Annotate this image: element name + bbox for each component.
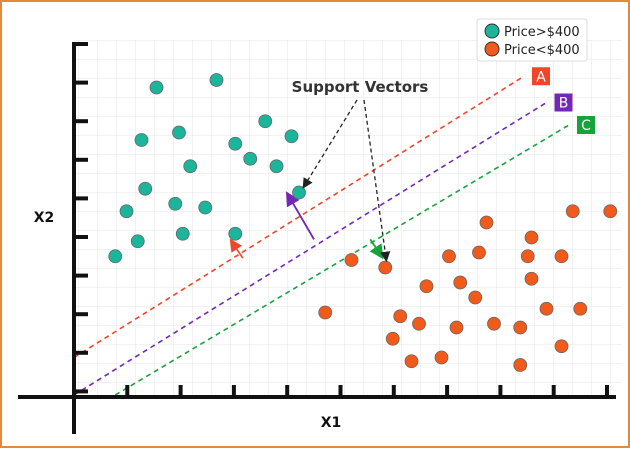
point-low-price (539, 301, 554, 316)
point-high-price (138, 181, 153, 196)
point-high-price (149, 80, 164, 95)
point-low-price (385, 331, 400, 346)
point-low-price (479, 215, 494, 230)
hyperplane-a (73, 75, 525, 359)
point-high-price (258, 114, 273, 129)
legend-marker-high-price (484, 23, 500, 39)
legend-label-low-price: Price<$400 (504, 43, 580, 58)
point-high-price (168, 196, 183, 211)
point-low-price (449, 320, 464, 335)
margin-arrow-b (285, 191, 315, 240)
point-high-price (119, 204, 134, 219)
hyperplanes: ABC (73, 67, 595, 396)
axes (18, 42, 616, 434)
margin-arrow-c (369, 238, 384, 260)
point-low-price (472, 245, 486, 260)
point-high-price (198, 200, 213, 215)
annotation-arrows (302, 99, 391, 263)
point-high-price (269, 159, 284, 174)
legend-marker-low-price (484, 41, 500, 57)
point-low-price (344, 253, 359, 267)
point-low-price (513, 358, 528, 372)
support-vectors-annotation: Support Vectors (292, 78, 429, 96)
legend: Price>$400 Price<$400 (476, 18, 588, 62)
point-low-price (554, 339, 569, 354)
point-low-price (603, 204, 618, 219)
hyperplane-label-box-b (554, 93, 573, 112)
hyperplane-label-a: A (536, 69, 546, 85)
point-high-price (228, 226, 243, 241)
point-low-price (434, 350, 449, 365)
point-low-price (318, 305, 333, 320)
point-low-price (513, 320, 528, 335)
hyperplane-label-box-a (532, 67, 550, 86)
point-low-price (524, 230, 539, 245)
point-low-price (565, 204, 580, 219)
legend-label-high-price: Price>$400 (504, 25, 580, 40)
point-high-price (228, 136, 243, 151)
point-high-price (243, 151, 258, 166)
legend-box (476, 18, 588, 62)
point-low-price (412, 316, 426, 331)
point-low-price (453, 275, 468, 290)
point-low-price (393, 309, 408, 324)
axis-ticks (74, 42, 609, 397)
x-axis-label: X1 (321, 415, 342, 431)
annotation-arrow-1 (302, 99, 358, 189)
point-high-price (183, 159, 198, 174)
point-low-price (468, 290, 483, 305)
annotation-arrow-2 (363, 99, 391, 263)
margin-arrow-a (229, 238, 244, 259)
point-high-price (209, 73, 224, 87)
point-low-price (554, 249, 569, 264)
y-axis-label: X2 (34, 210, 55, 226)
hyperplane-label-box-c (577, 116, 595, 134)
plot-grid (74, 40, 622, 397)
point-high-price (108, 249, 123, 264)
point-high-price (130, 234, 145, 249)
point-high-price (284, 129, 299, 144)
point-low-price (404, 354, 419, 369)
hyperplane-label-b: B (559, 96, 569, 112)
point-low-price (573, 301, 588, 316)
point-high-price (292, 185, 306, 200)
point-high-price (134, 133, 149, 147)
point-low-price (520, 249, 535, 264)
point-low-price (419, 279, 434, 294)
point-low-price (442, 249, 456, 264)
data-points (108, 73, 618, 372)
point-low-price (487, 316, 501, 331)
hyperplane-label-c: C (581, 118, 591, 134)
hyperplane-c (114, 124, 570, 396)
hyperplane-b (73, 101, 547, 396)
point-high-price (175, 226, 190, 241)
point-low-price (524, 271, 539, 286)
margin-arrows (229, 191, 384, 260)
point-high-price (172, 125, 186, 140)
point-low-price (378, 260, 393, 275)
